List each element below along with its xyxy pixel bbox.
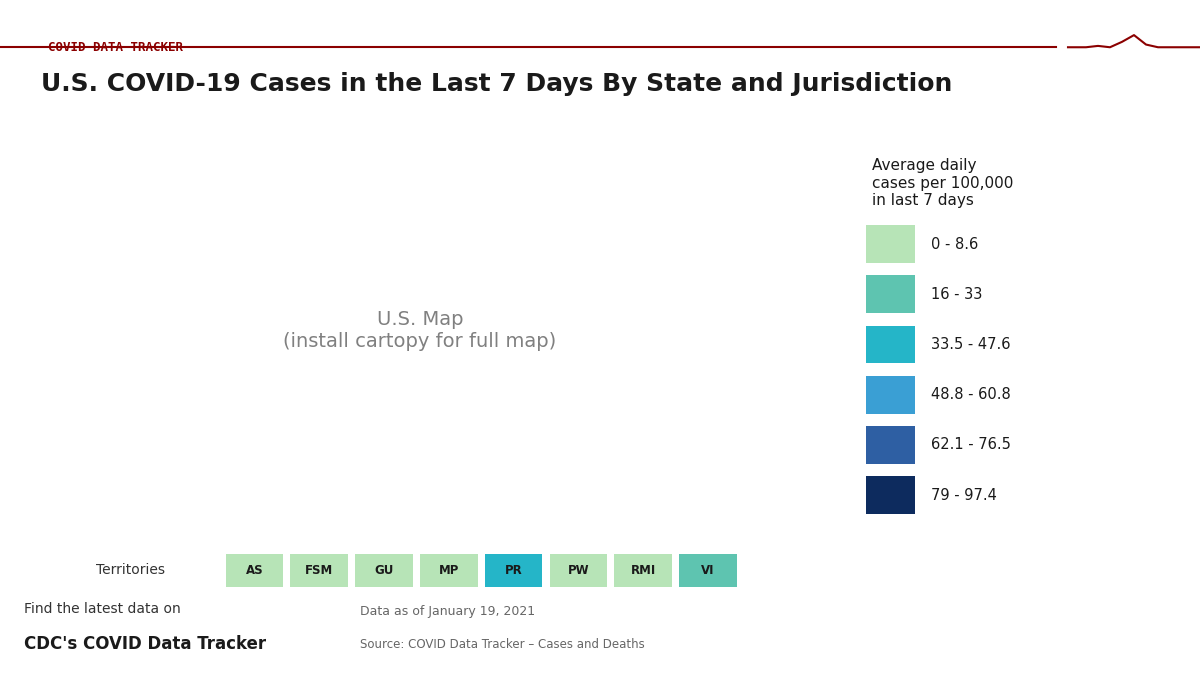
Text: PW: PW — [568, 564, 589, 577]
Text: AS: AS — [246, 564, 263, 577]
FancyBboxPatch shape — [485, 554, 542, 587]
Text: 62.1 - 76.5: 62.1 - 76.5 — [931, 437, 1010, 452]
Text: CDC's COVID Data Tracker: CDC's COVID Data Tracker — [24, 635, 266, 653]
Text: 33.5 - 47.6: 33.5 - 47.6 — [931, 337, 1010, 352]
FancyBboxPatch shape — [355, 554, 413, 587]
Text: MP: MP — [439, 564, 458, 577]
Text: U.S. Map
(install cartopy for full map): U.S. Map (install cartopy for full map) — [283, 310, 557, 351]
Text: 0 - 8.6: 0 - 8.6 — [931, 236, 978, 252]
Text: VI: VI — [701, 564, 715, 577]
Text: 16 - 33: 16 - 33 — [931, 287, 982, 302]
Text: COVID DATA TRACKER: COVID DATA TRACKER — [48, 40, 182, 54]
Text: FSM: FSM — [305, 564, 334, 577]
Text: Source: COVID Data Tracker – Cases and Deaths: Source: COVID Data Tracker – Cases and D… — [360, 638, 644, 651]
FancyBboxPatch shape — [866, 275, 914, 313]
FancyBboxPatch shape — [290, 554, 348, 587]
Text: Data as of January 19, 2021: Data as of January 19, 2021 — [360, 605, 535, 618]
FancyBboxPatch shape — [679, 554, 737, 587]
FancyBboxPatch shape — [226, 554, 283, 587]
FancyBboxPatch shape — [866, 477, 914, 514]
Text: Find the latest data on: Find the latest data on — [24, 602, 181, 616]
FancyBboxPatch shape — [550, 554, 607, 587]
Text: Territories: Territories — [96, 564, 166, 577]
Text: Average daily
cases per 100,000
in last 7 days: Average daily cases per 100,000 in last … — [872, 158, 1014, 208]
Text: GU: GU — [374, 564, 394, 577]
Text: CDC: CDC — [1055, 614, 1124, 642]
Text: PR: PR — [505, 564, 522, 577]
Text: U.S. COVID-19 Cases in the Last 7 Days By State and Jurisdiction: U.S. COVID-19 Cases in the Last 7 Days B… — [41, 72, 952, 97]
FancyBboxPatch shape — [614, 554, 672, 587]
Text: 48.8 - 60.8: 48.8 - 60.8 — [931, 387, 1010, 402]
Text: 79 - 97.4: 79 - 97.4 — [931, 487, 996, 503]
Text: RMI: RMI — [630, 564, 656, 577]
FancyBboxPatch shape — [866, 426, 914, 464]
FancyBboxPatch shape — [866, 376, 914, 414]
FancyBboxPatch shape — [866, 325, 914, 363]
FancyBboxPatch shape — [420, 554, 478, 587]
FancyBboxPatch shape — [866, 225, 914, 263]
